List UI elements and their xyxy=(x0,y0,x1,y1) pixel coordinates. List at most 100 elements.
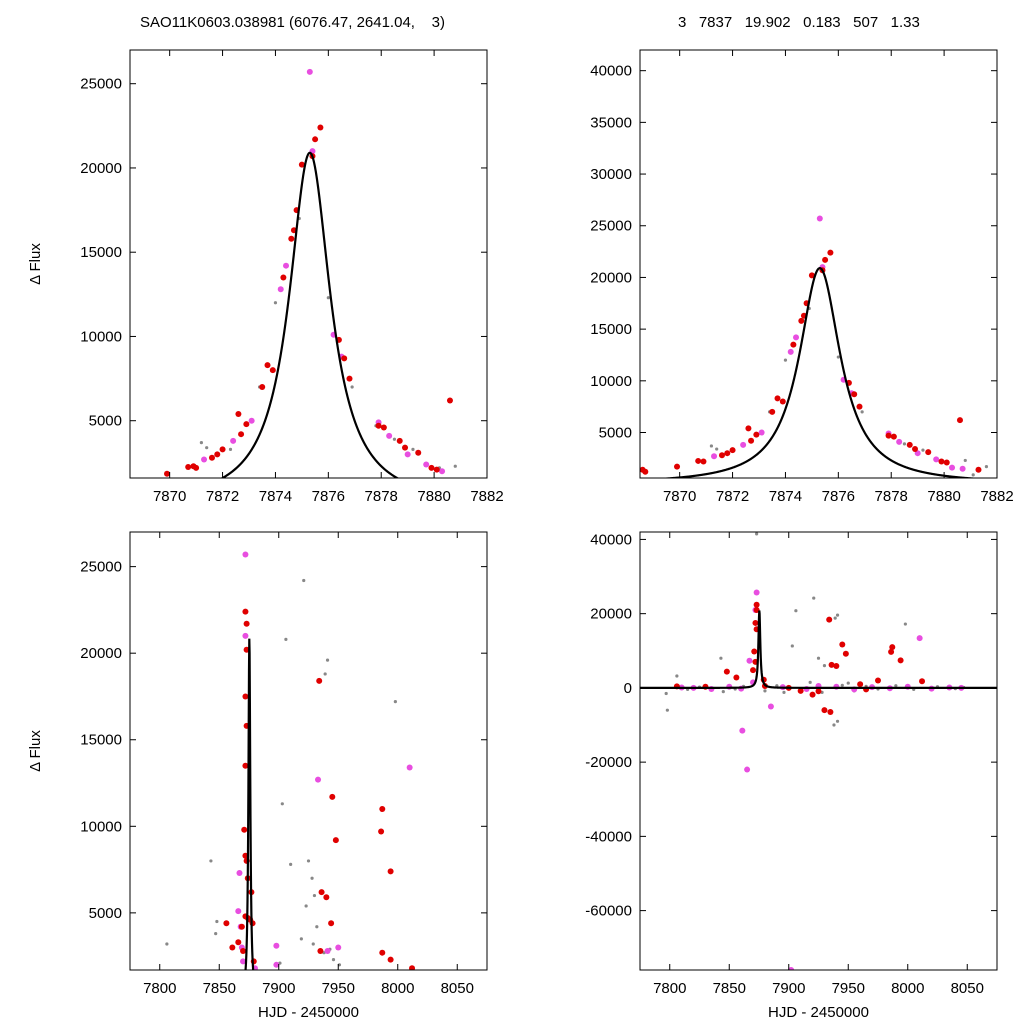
data-point-magenta xyxy=(273,942,280,949)
y-tick-label: -20000 xyxy=(585,754,632,771)
data-point-red xyxy=(925,449,932,456)
data-point-red xyxy=(938,458,945,465)
y-tick-label: 5000 xyxy=(89,905,122,922)
data-point-gray xyxy=(228,447,233,451)
data-point-gray xyxy=(325,658,330,662)
x-tick-label: 7880 xyxy=(417,488,450,505)
data-point-gray xyxy=(794,609,798,613)
data-point-red xyxy=(243,620,250,627)
data-point-red xyxy=(753,601,760,608)
data-point-red xyxy=(428,464,435,471)
y-tick-label: 25000 xyxy=(590,218,632,235)
data-point-gray xyxy=(860,410,864,414)
data-point-red xyxy=(797,687,804,694)
x-tick-label: 8000 xyxy=(381,980,414,997)
data-point-red xyxy=(897,657,904,664)
x-tick-label: 7900 xyxy=(772,980,805,997)
data-point-red xyxy=(280,274,287,281)
x-tick-label: 7872 xyxy=(716,488,749,505)
data-point-gray xyxy=(165,942,169,946)
data-point-gray xyxy=(846,681,850,685)
data-point-gray xyxy=(783,358,788,362)
y-tick-label: 15000 xyxy=(590,321,632,338)
data-point-magenta xyxy=(242,632,249,639)
data-point-magenta xyxy=(240,958,247,965)
y-tick-label: 10000 xyxy=(590,373,632,390)
data-point-red xyxy=(387,956,394,963)
data-point-magenta xyxy=(744,766,751,773)
data-point-red xyxy=(839,641,846,648)
data-point-red xyxy=(888,648,895,655)
data-point-red xyxy=(753,606,760,613)
chart-stats: 3 7837 19.902 0.183 507 1.33 xyxy=(678,14,920,31)
chart-title: SAO11K0603.038981 (6076.47, 2641.04, 3) xyxy=(140,14,445,31)
data-point-magenta xyxy=(711,453,718,460)
data-point-red xyxy=(695,457,702,464)
data-point-magenta xyxy=(423,461,430,468)
data-point-red xyxy=(238,431,245,438)
data-point-red xyxy=(752,619,759,626)
data-point-magenta xyxy=(793,334,800,341)
data-point-gray xyxy=(280,802,284,806)
y-tick-label: 10000 xyxy=(80,818,122,835)
x-tick-label: 8000 xyxy=(891,980,924,997)
y-axis-label: Δ Flux xyxy=(27,243,44,285)
data-point-magenta xyxy=(916,635,923,642)
data-point-magenta xyxy=(740,441,747,448)
data-point-red xyxy=(240,947,247,954)
data-point-gray xyxy=(719,656,723,660)
data-point-magenta xyxy=(767,703,774,710)
data-point-red xyxy=(748,437,755,444)
data-point-red xyxy=(243,421,250,428)
data-point-gray xyxy=(453,464,457,468)
data-point-red xyxy=(193,464,200,471)
y-tick-label: 20000 xyxy=(80,160,122,177)
y-tick-label: 40000 xyxy=(590,531,632,548)
data-point-magenta xyxy=(758,429,765,436)
data-point-red xyxy=(857,681,864,688)
data-point-red xyxy=(185,464,192,471)
x-axis-label: HJD - 2450000 xyxy=(258,1004,359,1021)
data-point-red xyxy=(235,410,242,417)
x-tick-label: 7900 xyxy=(262,980,295,997)
data-point-red xyxy=(885,432,892,439)
x-tick-label: 7882 xyxy=(470,488,503,505)
x-tick-label: 7950 xyxy=(322,980,355,997)
x-tick-label: 7878 xyxy=(875,488,908,505)
data-point-red xyxy=(975,466,982,473)
data-point-gray xyxy=(310,876,314,880)
data-point-red xyxy=(875,677,881,684)
y-tick-label: 20000 xyxy=(590,606,632,623)
data-point-gray xyxy=(812,596,816,600)
data-point-red xyxy=(790,341,797,348)
data-point-red xyxy=(269,367,276,374)
data-point-gray xyxy=(833,616,837,620)
data-point-gray xyxy=(790,644,794,648)
plot-frame xyxy=(639,49,998,479)
data-point-magenta xyxy=(248,417,255,424)
x-axis-label: HJD - 2450000 xyxy=(768,1004,869,1021)
data-point-red xyxy=(827,709,834,716)
y-tick-label: 10000 xyxy=(80,328,122,345)
x-tick-label: 7872 xyxy=(206,488,239,505)
data-point-gray xyxy=(808,680,812,684)
data-point-red xyxy=(808,272,815,279)
x-tick-label: 7850 xyxy=(713,980,746,997)
data-point-magenta xyxy=(816,215,823,222)
data-point-gray xyxy=(350,385,354,389)
y-tick-label: 30000 xyxy=(590,166,632,183)
data-point-magenta xyxy=(277,286,284,293)
x-tick-label: 7870 xyxy=(663,488,696,505)
data-point-gray xyxy=(306,859,311,863)
data-point-gray xyxy=(215,919,219,924)
data-point-red xyxy=(774,395,781,402)
panel-top-right: 7870 7872 7874 7876 7878 7880 7882 5000 10000 150… xyxy=(590,49,1014,505)
data-point-red xyxy=(723,668,730,675)
data-point-red xyxy=(821,707,828,714)
data-point-magenta xyxy=(949,464,956,471)
data-point-red xyxy=(815,688,822,695)
data-point-red xyxy=(446,397,453,404)
data-point-gray xyxy=(721,690,725,694)
data-point-red xyxy=(379,949,386,956)
data-point-magenta xyxy=(746,657,753,664)
